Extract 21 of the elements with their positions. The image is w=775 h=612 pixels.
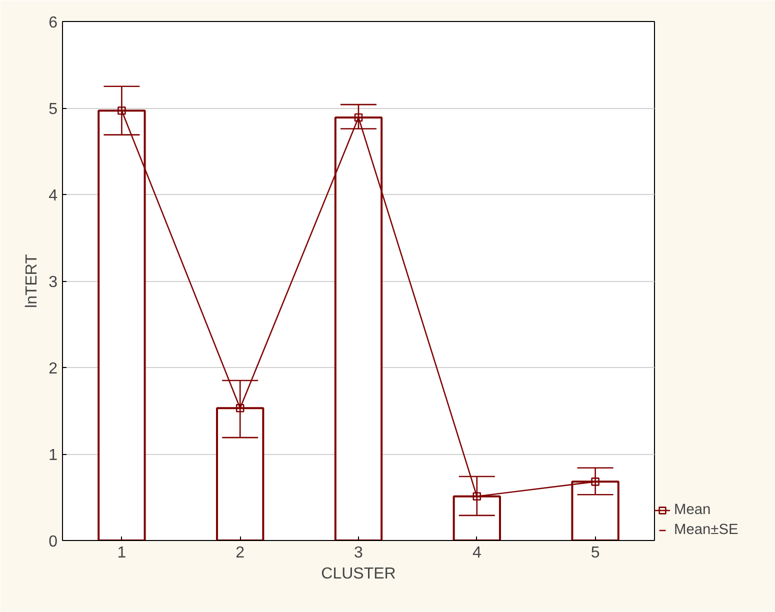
y-tick-label: 5 — [48, 101, 58, 118]
point — [354, 113, 363, 122]
y-tick-label: 2 — [48, 360, 58, 378]
text: Mean±SE — [674, 522, 738, 538]
x-tick-label: 5 — [590, 544, 600, 562]
x-axis-title: CLUSTER — [321, 566, 396, 582]
y-tick-label: 3 — [48, 274, 58, 291]
x-tick-label: 2 — [236, 544, 245, 562]
point — [118, 106, 126, 115]
y-axis-title: lnTERT — [24, 254, 41, 308]
y-tick-label: 1 — [48, 447, 58, 464]
y-tick-label: 0 — [48, 534, 58, 550]
point — [472, 492, 482, 501]
x-tick-label: 3 — [354, 544, 364, 562]
point — [591, 478, 600, 486]
y-tick-label: 4 — [48, 188, 58, 204]
point — [236, 404, 244, 412]
legend-label: Mean — [674, 502, 711, 518]
x-tick-label: 1 — [117, 544, 126, 562]
y-tick-label: 6 — [48, 14, 58, 32]
x-tick-label: 4 — [472, 544, 482, 562]
